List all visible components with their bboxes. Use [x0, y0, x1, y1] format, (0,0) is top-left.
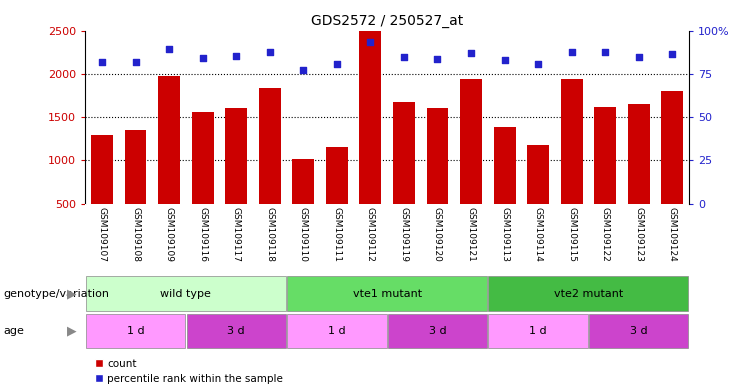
Bar	[494, 127, 516, 204]
Point	[163, 46, 175, 52]
Text: GSM109120: GSM109120	[433, 207, 442, 262]
Text: vte2 mutant: vte2 mutant	[554, 289, 623, 299]
Text: GSM109111: GSM109111	[333, 207, 342, 262]
Point	[331, 61, 343, 68]
Point	[532, 60, 544, 67]
Bar	[86, 314, 185, 348]
Point	[96, 59, 108, 65]
Bar	[589, 314, 688, 348]
Text: GSM109122: GSM109122	[601, 207, 610, 262]
Text: 1 d: 1 d	[328, 326, 345, 336]
Text: ▶: ▶	[67, 325, 76, 338]
Text: GSM109114: GSM109114	[534, 207, 542, 262]
Text: GSM109123: GSM109123	[634, 207, 643, 262]
Bar	[225, 108, 247, 204]
Bar	[488, 276, 688, 311]
Text: 1 d: 1 d	[127, 326, 144, 336]
Point	[599, 49, 611, 55]
Bar	[594, 107, 617, 204]
Text: wild type: wild type	[161, 289, 211, 299]
Text: GSM109119: GSM109119	[399, 207, 408, 262]
Bar	[460, 79, 482, 204]
Bar	[359, 25, 382, 204]
Text: GSM109110: GSM109110	[299, 207, 308, 262]
Point	[431, 56, 443, 62]
Text: GSM109112: GSM109112	[366, 207, 375, 262]
Point	[264, 49, 276, 55]
Bar	[326, 147, 348, 204]
Text: ▶: ▶	[67, 287, 76, 300]
Text: GSM109121: GSM109121	[467, 207, 476, 262]
Bar	[662, 91, 683, 204]
Text: GSM109116: GSM109116	[198, 207, 207, 262]
Point	[230, 53, 242, 59]
Bar	[91, 135, 113, 204]
Text: GSM109118: GSM109118	[265, 207, 274, 262]
Bar	[259, 88, 281, 204]
Text: age: age	[4, 326, 24, 336]
Point	[633, 53, 645, 60]
Title: GDS2572 / 250527_at: GDS2572 / 250527_at	[311, 14, 463, 28]
Text: 3 d: 3 d	[429, 326, 446, 336]
Text: GSM109107: GSM109107	[98, 207, 107, 262]
Bar	[187, 314, 286, 348]
Legend: count, percentile rank within the sample: count, percentile rank within the sample	[90, 355, 287, 384]
Text: GSM109108: GSM109108	[131, 207, 140, 262]
Bar	[528, 145, 549, 204]
Text: GSM109109: GSM109109	[165, 207, 173, 262]
Point	[130, 59, 142, 65]
Text: vte1 mutant: vte1 mutant	[353, 289, 422, 299]
Point	[398, 53, 410, 60]
Bar	[288, 314, 387, 348]
Point	[297, 66, 309, 73]
Point	[566, 49, 578, 55]
Text: GSM109113: GSM109113	[500, 207, 509, 262]
Bar	[388, 314, 487, 348]
Text: 1 d: 1 d	[529, 326, 547, 336]
Bar	[158, 76, 180, 204]
Point	[196, 55, 208, 61]
Text: 3 d: 3 d	[630, 326, 648, 336]
Bar	[192, 112, 213, 204]
Text: GSM109124: GSM109124	[668, 207, 677, 262]
Bar	[393, 101, 415, 204]
Bar	[288, 276, 487, 311]
Bar	[628, 104, 650, 204]
Bar	[561, 79, 582, 204]
Point	[499, 57, 511, 63]
Bar	[488, 314, 588, 348]
Point	[365, 39, 376, 45]
Bar	[124, 130, 147, 204]
Bar	[86, 276, 286, 311]
Text: 3 d: 3 d	[227, 326, 245, 336]
Bar	[293, 159, 314, 204]
Text: GSM109117: GSM109117	[232, 207, 241, 262]
Text: genotype/variation: genotype/variation	[4, 289, 110, 299]
Point	[666, 51, 678, 57]
Bar	[427, 108, 448, 204]
Point	[465, 50, 477, 56]
Text: GSM109115: GSM109115	[567, 207, 576, 262]
